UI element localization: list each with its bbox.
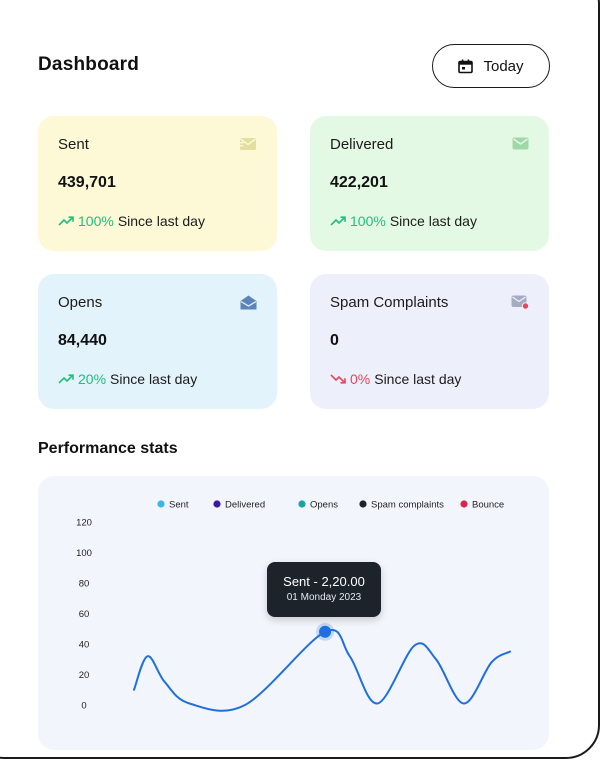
section-title: Performance stats [38, 440, 178, 457]
page-header: Dashboard Today [38, 44, 550, 88]
legend-item[interactable]: Delivered [213, 500, 265, 511]
legend-swatch [213, 500, 221, 508]
y-tick-label: 80 [79, 579, 90, 590]
trend-percent: 100% [78, 213, 114, 229]
y-tick-label: 120 [76, 518, 92, 529]
y-tick-label: 0 [81, 701, 86, 712]
calendar-icon [458, 59, 474, 74]
stat-card-trend: 100% Since last day [58, 213, 205, 229]
trend-percent: 0% [350, 371, 371, 387]
trend-down-icon [330, 371, 346, 387]
stat-card-value: 0 [330, 332, 339, 349]
legend-swatch [157, 500, 165, 508]
stat-card-value: 84,440 [58, 332, 107, 349]
legend-label: Spam complaints [371, 500, 444, 511]
page-title: Dashboard [38, 54, 140, 75]
stat-card-trend: 0% Since last day [330, 371, 461, 387]
tooltip-title: Sent - 2,20.00 [283, 574, 365, 589]
stat-card-delivered[interactable]: Delivered 422,201 100% Since last day [310, 116, 549, 251]
legend-label: Bounce [472, 500, 504, 511]
stat-card-opens[interactable]: Opens 84,440 20% Since last day [38, 274, 277, 409]
legend-swatch [460, 500, 468, 508]
trend-up-icon [58, 371, 74, 387]
date-filter-label: Today [483, 57, 524, 75]
legend-item[interactable]: Opens [298, 500, 338, 511]
trend-caption: Since last day [374, 371, 462, 387]
chart-tooltip: Sent - 2,20.00 01 Monday 2023 [267, 562, 381, 617]
stat-card-label: Opens [58, 294, 103, 311]
chart-canvas: Sent Delivered Opens Spam complaints Bounce 1… [76, 500, 511, 712]
stat-card-value: 439,701 [58, 174, 116, 191]
mail-open-icon [240, 295, 257, 315]
stat-card-value: 422,201 [330, 174, 388, 191]
legend-swatch [359, 500, 367, 508]
legend-item[interactable]: Bounce [460, 500, 504, 511]
stat-card-label: Delivered [330, 136, 394, 153]
legend-swatch [298, 500, 306, 508]
trend-percent: 100% [350, 213, 386, 229]
y-tick-label: 60 [79, 609, 90, 620]
stat-card-spam-complaints[interactable]: Spam Complaints 0 0% Since last day [310, 274, 549, 409]
mail-alert-icon [511, 295, 530, 315]
stat-card-label: Sent [58, 136, 89, 153]
mail-sent-icon [239, 137, 257, 156]
trend-caption: Since last day [110, 371, 198, 387]
trend-percent: 20% [78, 371, 107, 387]
stat-card-trend: 100% Since last day [330, 213, 477, 229]
legend-label: Sent [169, 500, 189, 511]
trend-up-icon [330, 213, 346, 229]
legend-label: Delivered [225, 500, 265, 511]
trend-caption: Since last day [117, 213, 205, 229]
tooltip-subtitle: 01 Monday 2023 [286, 592, 362, 603]
legend-label: Opens [310, 500, 338, 511]
legend-item[interactable]: Spam complaints [359, 500, 444, 511]
highlight-point[interactable] [319, 625, 332, 638]
legend-item[interactable]: Sent [157, 500, 189, 511]
mail-delivered-icon [512, 137, 529, 155]
stat-card-label: Spam Complaints [330, 294, 449, 311]
y-tick-label: 40 [79, 640, 90, 651]
date-filter-button[interactable]: Today [432, 44, 550, 88]
stat-card-trend: 20% Since last day [58, 371, 197, 387]
stat-card-sent[interactable]: Sent 439,701 100% Since last day [38, 116, 277, 251]
trend-caption: Since last day [389, 213, 477, 229]
trend-up-icon [58, 213, 74, 229]
y-tick-label: 20 [79, 670, 90, 681]
series-line [133, 629, 511, 712]
y-tick-label: 100 [76, 548, 92, 559]
